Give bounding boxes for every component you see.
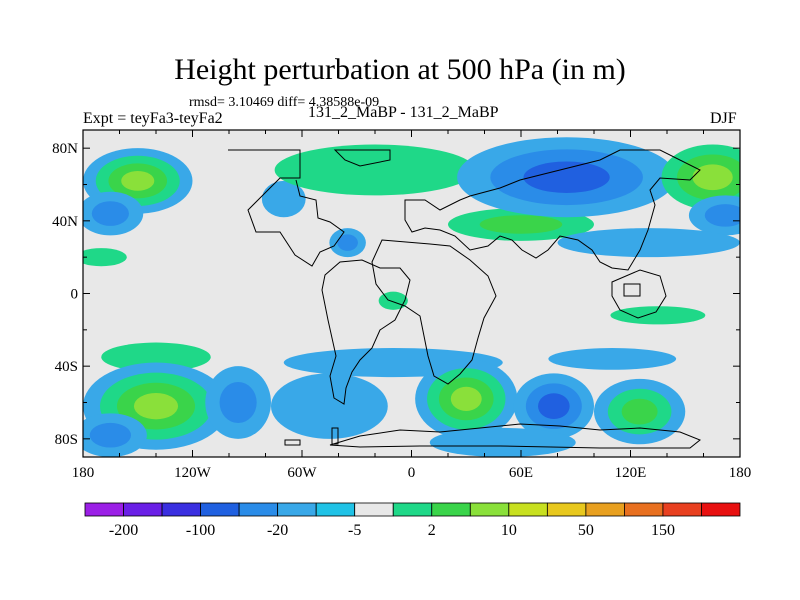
coastline [611,269,667,319]
x-tick-label: 0 [408,465,416,481]
plot-title: Height perturbation at 500 hPa (in m) [174,53,626,86]
colorbar-swatch [585,502,625,517]
colorbar-swatch [84,502,124,517]
contour-field [83,137,740,457]
contour-region [610,306,706,325]
contour-region [337,234,358,251]
y-tick-label: 80S [55,432,78,448]
colorbar-swatch [354,502,394,517]
colorbar-swatch [392,502,433,517]
colorbar-swatch [315,502,356,517]
contour-region [548,348,677,370]
contour-region [274,144,476,196]
contour-region [89,422,132,448]
colorbar-label: -200 [109,522,138,539]
contour-region [621,398,658,425]
coastline [623,283,641,297]
coastline [321,259,411,405]
contour-region [378,291,408,310]
contour-region [83,248,127,267]
colorbar-swatch [624,502,664,517]
colorbar-swatch [431,502,471,517]
x-tick-label: 120E [615,465,647,481]
colorbar-label: 50 [578,522,594,539]
colorbar-label: 2 [428,522,436,539]
coastline [333,149,391,167]
season-label: DJF [710,110,737,127]
coastline [284,439,301,446]
contour-region [219,381,257,424]
colorbar-swatch [238,502,279,517]
x-tick-label: 180 [72,465,95,481]
colorbar-swatch [546,502,587,517]
contour-region [538,393,570,420]
contour-region [479,215,563,234]
x-tick-label: 60W [287,465,317,481]
coastline [329,423,701,449]
contour-region [557,228,740,258]
colorbar-label: 150 [651,522,675,539]
contour-region [133,392,179,420]
coastlines [228,149,701,449]
y-tick-label: 80N [52,141,78,157]
y-tick-label: 40N [52,214,78,230]
colorbar-label: -5 [348,522,361,539]
contour-region [523,161,610,193]
coastline [228,149,345,267]
rmsd-diff-stats: rmsd= 3.10469 diff= 4.38588e-09 [189,95,380,110]
contour-region [704,204,740,227]
coastline [331,427,339,445]
colorbar-swatch [123,502,163,517]
colorbar: -200 -100 -20 -5 2 10 50 150 [84,502,741,539]
colorbar-label: -20 [267,522,288,539]
colorbar-swatch [662,502,702,517]
experiment-label: Expt = teyFa3-teyFa2 [83,110,223,127]
contour-region [91,201,129,226]
colorbar-swatch [161,502,201,517]
colorbar-swatch [508,502,548,517]
run-comparison-label: 131_2_MaBP - 131_2_MaBP [308,104,499,121]
colorbar-label: -100 [186,522,215,539]
contour-region [121,170,155,191]
x-tick-label: 120W [174,465,212,481]
colorbar-swatch [469,502,510,517]
colorbar-swatch [277,502,317,517]
x-tick-label: 60E [509,465,533,481]
contour-region [101,342,211,372]
x-tick-label: 180 [729,465,752,481]
contour-region [270,373,388,439]
contour-region [429,427,576,457]
contour-region [692,164,733,191]
contour-region [450,386,482,411]
colorbar-label: 10 [501,522,517,539]
y-tick-label: 40S [55,359,78,375]
colorbar-swatch [701,502,741,517]
coastline [371,239,497,385]
colorbar-swatch [200,502,240,517]
contour-region [261,180,306,218]
coastline [404,149,701,271]
y-tick-label: 0 [71,287,79,303]
